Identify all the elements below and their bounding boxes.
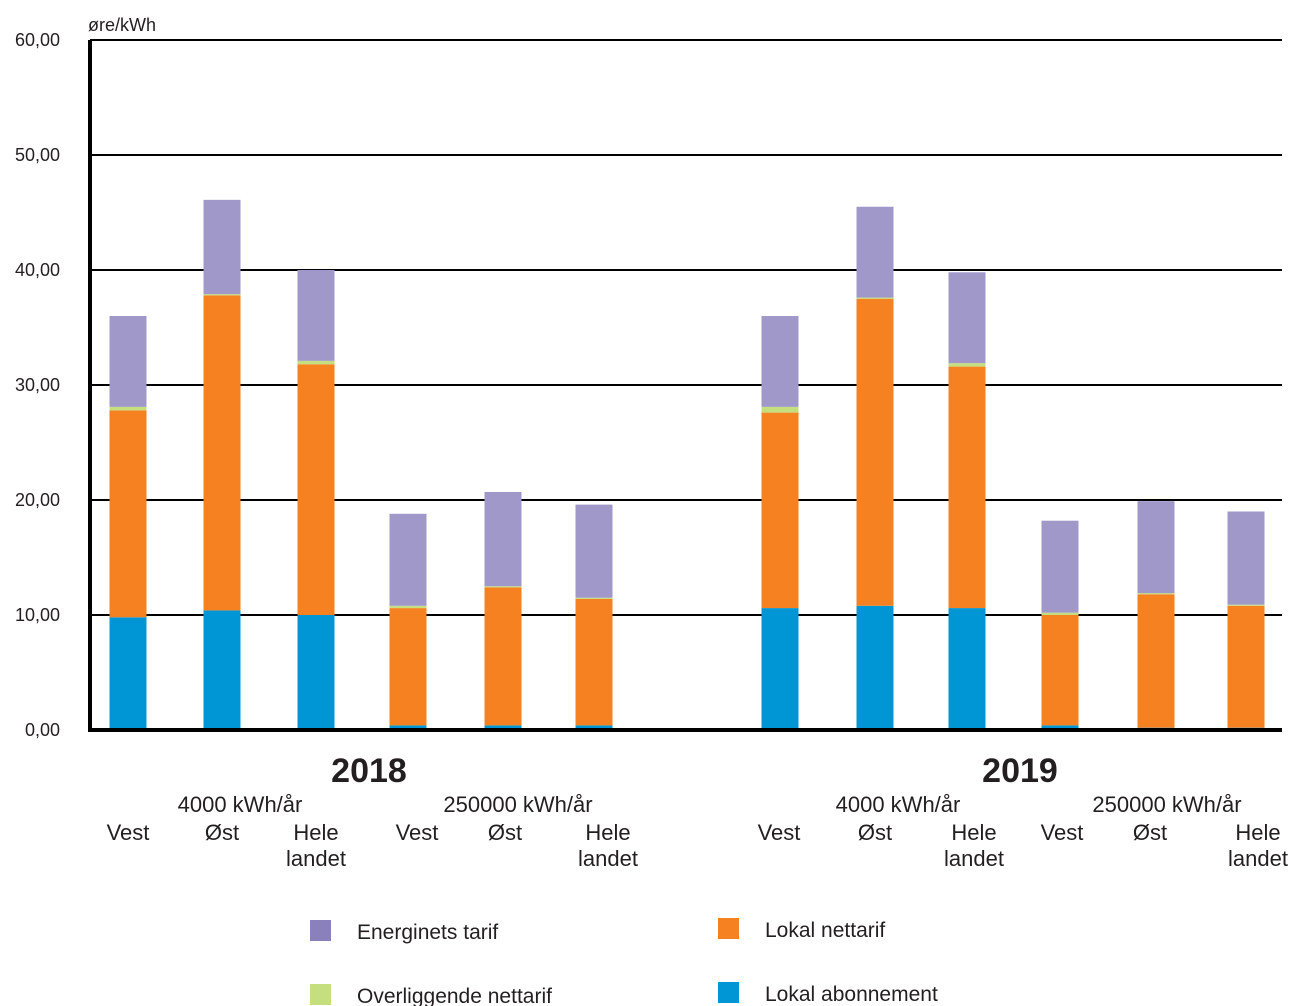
bar-segment (203, 294, 241, 296)
bar-segment (109, 410, 147, 618)
bar-segment (575, 725, 613, 730)
y-tick-labels: 0,00 10,00 20,00 30,00 40,00 50,00 60,00 (15, 30, 60, 740)
bar-segment (1137, 501, 1175, 594)
y-tick-label: 10,00 (15, 605, 60, 625)
y-tick-label: 30,00 (15, 375, 60, 395)
bar-segment (203, 295, 241, 611)
bar-segment (297, 364, 335, 615)
bar-segment (575, 597, 613, 599)
x-category-label: Hele landet (578, 820, 638, 871)
x-category-label: Øst (205, 820, 239, 845)
legend-label: Lokal abonnement (765, 983, 938, 1006)
bar-segment (761, 608, 799, 730)
bar-segment (1227, 604, 1265, 606)
x-category-label: Vest (1041, 820, 1084, 845)
legend: Energinets tarif Lokal nettarif Overliggen… (310, 918, 938, 1006)
y-tick-label: 60,00 (15, 30, 60, 50)
bar-segment (484, 491, 522, 587)
x-category-label: Vest (396, 820, 439, 845)
x-category-label: Vest (758, 820, 801, 845)
bar-segment (1041, 612, 1079, 615)
bar-segment (856, 605, 894, 730)
bar-segment (1227, 605, 1265, 728)
year-label: 2019 (982, 752, 1058, 790)
bar-segment (1227, 511, 1265, 605)
x-category-label: Øst (1133, 820, 1167, 845)
x-category-label: Hele landet (1228, 820, 1288, 871)
bar-segment (203, 199, 241, 295)
y-axis-label: øre/kWh (88, 15, 156, 35)
bar-segment (297, 270, 335, 361)
subgroup-label: 4000 kWh/år (178, 792, 303, 817)
x-category-label: Hele landet (286, 820, 346, 871)
bar-segment (761, 412, 799, 609)
legend-swatch (310, 920, 331, 941)
gridlines (90, 39, 1282, 616)
y-tick-label: 50,00 (15, 145, 60, 165)
bar-segment (1137, 594, 1175, 728)
bar-segment (948, 272, 986, 364)
x-category-labels: Vest Øst Hele landet Vest Øst Hele landet Vest Øs… (107, 752, 1288, 871)
bar-segment (1041, 520, 1079, 613)
x-category-label: Vest (107, 820, 150, 845)
bar-segment (575, 504, 613, 598)
legend-label: Overliggende nettarif (357, 985, 552, 1006)
legend-swatch (718, 982, 739, 1003)
bar-segment (856, 298, 894, 606)
bar-segment (948, 366, 986, 609)
legend-label: Lokal nettarif (765, 919, 885, 942)
bar-segment (484, 725, 522, 730)
bar-segment (761, 406, 799, 413)
bar-segment (297, 360, 335, 365)
subgroup-label: 250000 kWh/år (443, 792, 592, 817)
subgroup-label: 250000 kWh/år (1092, 792, 1241, 817)
bar-segment (856, 297, 894, 299)
bar-segment (1137, 593, 1175, 595)
y-tick-label: 40,00 (15, 260, 60, 280)
y-tick-label: 20,00 (15, 490, 60, 510)
bar-segment (389, 513, 427, 606)
x-category-label: Hele landet (944, 820, 1004, 871)
y-tick-label: 0,00 (25, 720, 60, 740)
bar-segment (1041, 725, 1079, 730)
legend-swatch (310, 984, 331, 1005)
bar-segment (484, 586, 522, 588)
bar-segment (203, 610, 241, 730)
bar-segment (1041, 615, 1079, 726)
bar-segment (389, 725, 427, 730)
bar-segment (389, 608, 427, 726)
bar-segment (575, 598, 613, 726)
bar-segment (297, 615, 335, 730)
bar-segment (761, 316, 799, 407)
x-category-label: Øst (858, 820, 892, 845)
legend-swatch (718, 918, 739, 939)
bar-segment (856, 206, 894, 298)
axes (88, 40, 1282, 732)
bar-segment (948, 608, 986, 730)
bar-segment (948, 363, 986, 367)
x-category-label: Øst (488, 820, 522, 845)
bar-segment (109, 316, 147, 407)
bars (109, 199, 1265, 730)
bar-segment (109, 617, 147, 730)
bar-segment (484, 587, 522, 726)
bar-segment (389, 605, 427, 609)
bar-segment (109, 406, 147, 411)
legend-label: Energinets tarif (357, 921, 498, 944)
subgroup-label: 4000 kWh/år (836, 792, 961, 817)
year-label: 2018 (331, 752, 407, 790)
